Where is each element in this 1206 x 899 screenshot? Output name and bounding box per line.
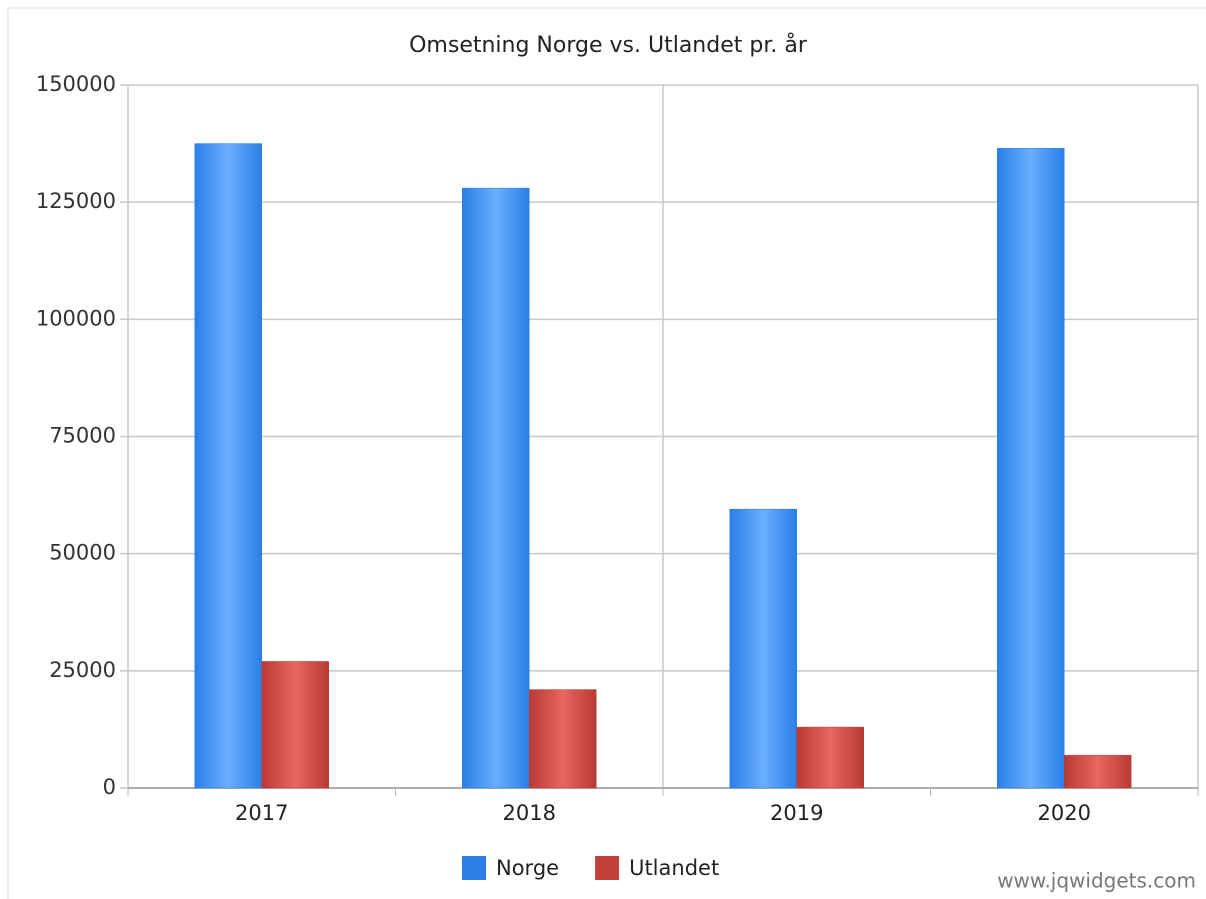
y-tick-label: 100000	[36, 306, 116, 330]
y-tick-label: 150000	[36, 72, 116, 96]
y-tick-label: 25000	[49, 658, 116, 682]
legend-label: Norge	[496, 856, 559, 880]
y-tick-label: 75000	[49, 424, 116, 448]
y-tick-label: 50000	[49, 541, 116, 565]
chart-title: Omsetning Norge vs. Utlandet pr. år	[409, 32, 808, 58]
bar	[462, 187, 530, 789]
x-tick-label: 2018	[503, 801, 556, 825]
bar	[529, 689, 597, 789]
bar	[1064, 754, 1132, 789]
bar	[729, 508, 797, 789]
bar	[194, 143, 262, 789]
legend-swatch	[595, 856, 620, 880]
y-tick-label: 125000	[36, 189, 116, 213]
x-tick-label: 2017	[235, 801, 288, 825]
bar	[796, 726, 864, 789]
x-tick-label: 2020	[1038, 801, 1091, 825]
bar	[261, 661, 329, 789]
y-tick-label: 0	[103, 775, 116, 799]
x-tick-label: 2019	[770, 801, 823, 825]
credit: www.jqwidgets.com	[997, 869, 1196, 893]
bar	[997, 148, 1065, 789]
legend-swatch	[462, 856, 486, 880]
legend-label: Utlandet	[629, 856, 719, 880]
